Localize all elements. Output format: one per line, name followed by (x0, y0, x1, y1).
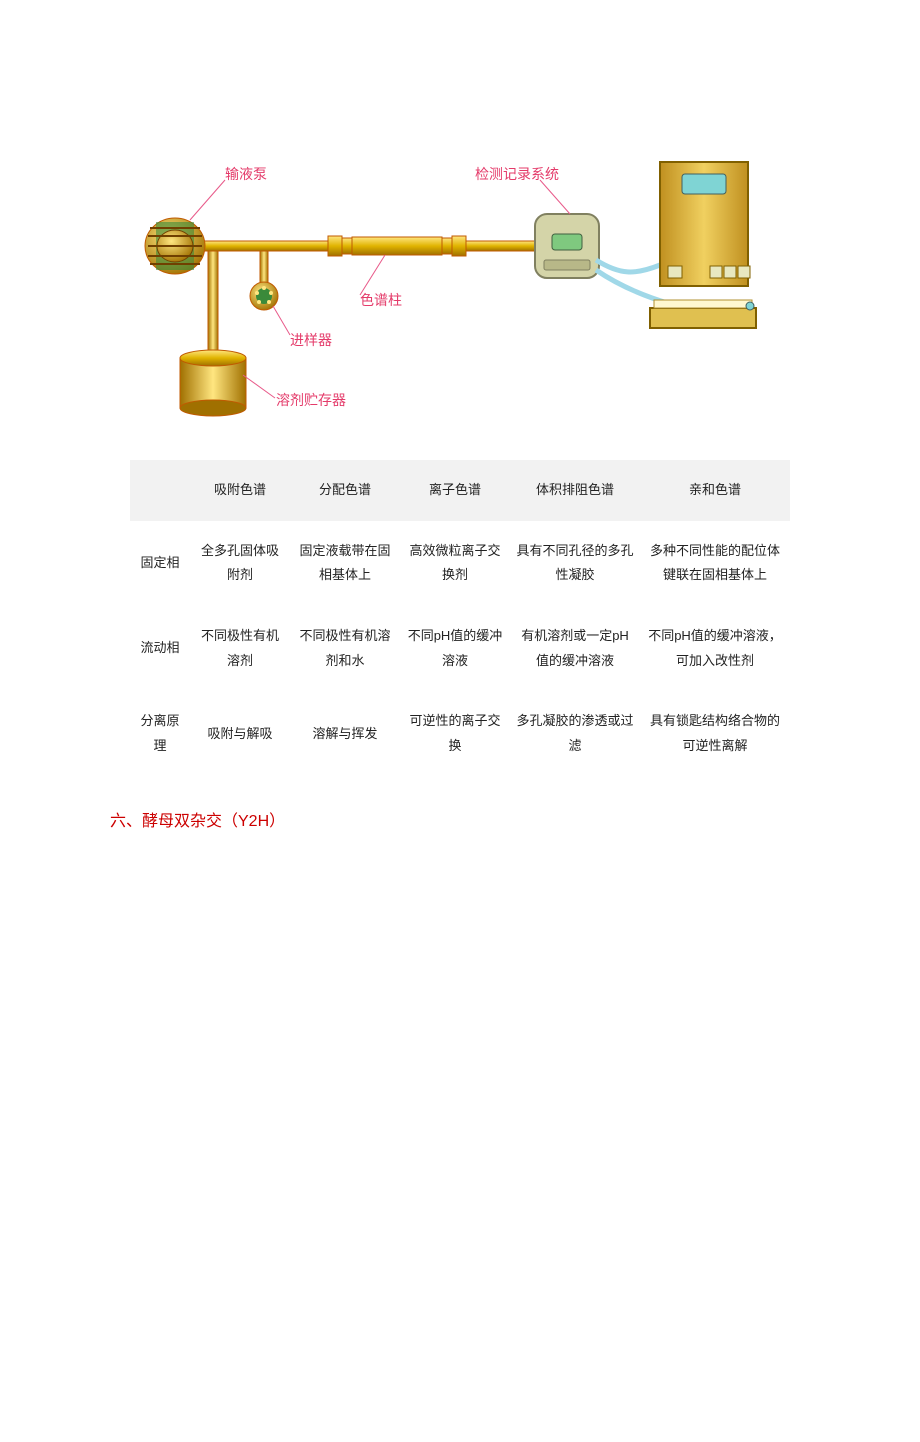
cell: 具有锁匙结构络合物的可逆性离解 (640, 691, 790, 776)
table-row: 固定相 全多孔固体吸附剂 固定液载带在固相基体上 高效微粒离子交换剂 具有不同孔… (130, 521, 790, 606)
row-head: 分离原理 (130, 691, 190, 776)
th-ion: 离子色谱 (400, 460, 510, 521)
plotter-shape (650, 300, 756, 328)
cell: 多种不同性能的配位体键联在固相基体上 (640, 521, 790, 606)
cell: 多孔凝胶的渗透或过滤 (510, 691, 640, 776)
cell: 吸附与解吸 (190, 691, 290, 776)
monitor-shape (660, 162, 750, 286)
pump-label: 输液泵 (225, 164, 267, 184)
cell: 不同pH值的缓冲溶液，可加入改性剂 (640, 606, 790, 691)
th-blank (130, 460, 190, 521)
cell: 具有不同孔径的多孔性凝胶 (510, 521, 640, 606)
cell: 不同pH值的缓冲溶液 (400, 606, 510, 691)
table-row: 流动相 不同极性有机溶剂 不同极性有机溶剂和水 不同pH值的缓冲溶液 有机溶剂或… (130, 606, 790, 691)
document-page: 输液泵 检测记录系统 色谱柱 进样器 溶剂贮存器 吸附色谱 分配色谱 离子色谱 … (0, 0, 920, 1442)
column-label: 色谱柱 (360, 290, 402, 310)
detector-shape (535, 214, 599, 278)
section-heading: 六、酵母双杂交（Y2H） (110, 807, 920, 831)
cell: 不同极性有机溶剂 (190, 606, 290, 691)
th-sec: 体积排阻色谱 (510, 460, 640, 521)
cell: 不同极性有机溶剂和水 (290, 606, 400, 691)
row-head: 固定相 (130, 521, 190, 606)
pump-shape (145, 218, 205, 274)
cell: 高效微粒离子交换剂 (400, 521, 510, 606)
cell: 可逆性的离子交换 (400, 691, 510, 776)
chromatography-table: 吸附色谱 分配色谱 离子色谱 体积排阻色谱 亲和色谱 固定相 全多孔固体吸附剂 … (130, 460, 790, 777)
cell: 溶解与挥发 (290, 691, 400, 776)
th-adsorb: 吸附色谱 (190, 460, 290, 521)
reservoir-shape (180, 350, 246, 416)
th-aff: 亲和色谱 (640, 460, 790, 521)
reservoir-label: 溶剂贮存器 (276, 390, 346, 410)
row-head: 流动相 (130, 606, 190, 691)
table-row: 分离原理 吸附与解吸 溶解与挥发 可逆性的离子交换 多孔凝胶的渗透或过滤 具有锁… (130, 691, 790, 776)
table-header-row: 吸附色谱 分配色谱 离子色谱 体积排阻色谱 亲和色谱 (130, 460, 790, 521)
cell: 固定液载带在固相基体上 (290, 521, 400, 606)
injector-label: 进样器 (290, 330, 332, 350)
th-part: 分配色谱 (290, 460, 400, 521)
cell: 全多孔固体吸附剂 (190, 521, 290, 606)
injector-shape (250, 282, 278, 310)
hplc-diagram: 输液泵 检测记录系统 色谱柱 进样器 溶剂贮存器 (140, 140, 780, 420)
cell: 有机溶剂或一定pH值的缓冲溶液 (510, 606, 640, 691)
detector-label: 检测记录系统 (475, 164, 559, 184)
